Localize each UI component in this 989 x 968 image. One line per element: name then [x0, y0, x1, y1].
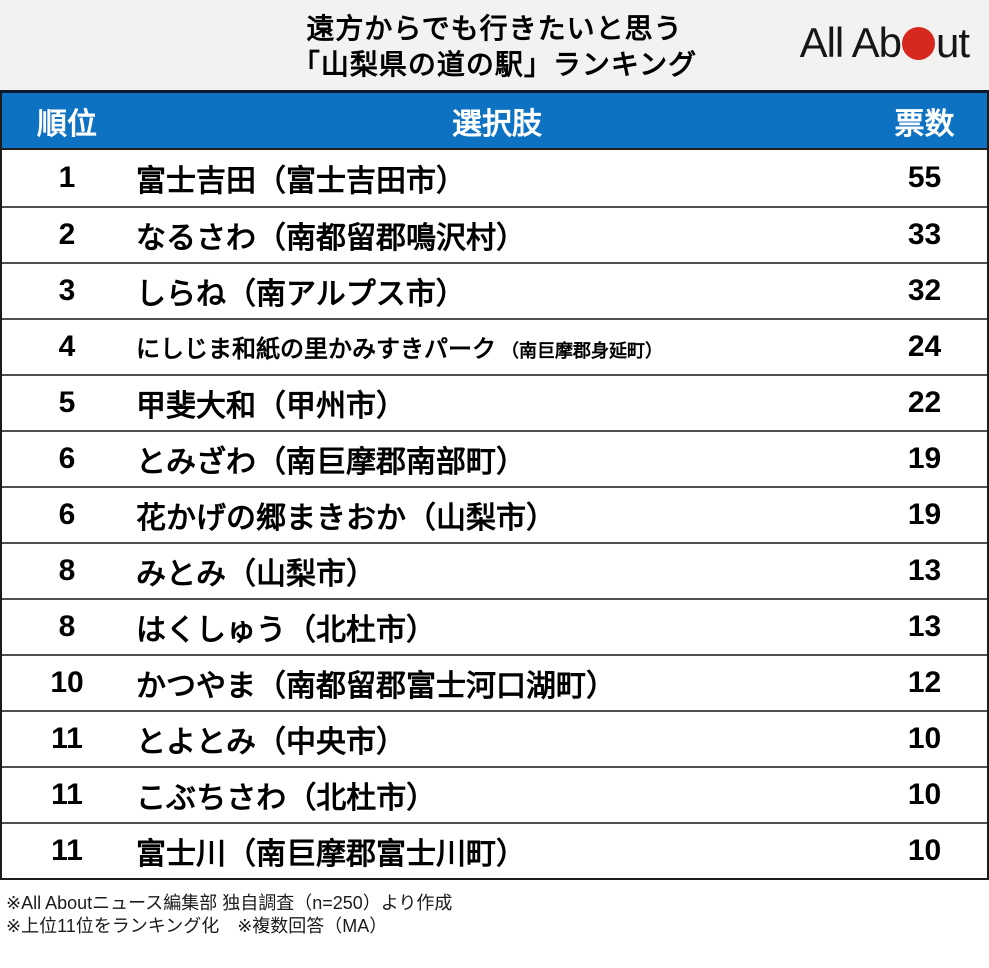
station-location: （南アルプス市） [226, 278, 466, 311]
choice-cell: みとみ（山梨市） [132, 549, 862, 593]
logo-text-after: ut [935, 19, 970, 66]
footer-notes: ※All Aboutニュース編集部 独自調査（n=250）より作成 ※上位11位… [0, 880, 989, 938]
station-location: （山梨市） [226, 558, 376, 591]
rank-cell: 11 [51, 834, 83, 867]
table-row: 10 かつやま（南都留郡富士河口湖町） 12 [2, 654, 987, 710]
station-name: 甲斐大和 [136, 390, 256, 423]
choice-cell: かつやま（南都留郡富士河口湖町） [132, 661, 862, 705]
station-location: （北杜市） [286, 782, 437, 815]
choice-cell: とよとみ（中央市） [132, 717, 862, 761]
station-location: （南都留郡鳴沢村） [256, 222, 526, 255]
station-name: にしじま和紙の里かみすきパーク [136, 336, 496, 363]
station-location: （南巨摩郡身延町） [501, 341, 663, 361]
table-row: 6 とみざわ（南巨摩郡南部町） 19 [2, 430, 987, 486]
votes-cell: 19 [907, 498, 942, 531]
station-name: かつやま [136, 670, 256, 703]
station-name: 富士川 [136, 838, 226, 871]
votes-cell: 10 [907, 778, 942, 811]
station-location: （中央市） [256, 726, 406, 759]
rank-cell: 2 [58, 218, 76, 251]
rank-cell: 6 [58, 442, 76, 475]
page-title-line1: 遠方からでも行きたいと思う [306, 13, 683, 44]
table-row: 11 こぶちさわ（北杜市） 10 [2, 766, 987, 822]
footer-note-method: ※上位11位をランキング化 ※複数回答（MA） [6, 916, 388, 936]
logo-red-circle-icon [901, 27, 935, 60]
table-row: 3 しらね（南アルプス市） 32 [2, 262, 987, 318]
choice-cell: 花かげの郷まきおか（山梨市） [132, 493, 862, 537]
title-area: 遠方からでも行きたいと思う 「山梨県の道の駅」ランキング All Ab ut [0, 0, 989, 90]
table-row: 11 とよとみ（中央市） 10 [2, 710, 987, 766]
page-title-line2: 「山梨県の道の駅」ランキング [291, 49, 698, 80]
choice-cell: しらね（南アルプス市） [132, 269, 862, 313]
station-name: はくしゅう [136, 614, 286, 647]
choice-cell: はくしゅう（北杜市） [132, 605, 862, 649]
choice-cell: 甲斐大和（甲州市） [132, 381, 862, 425]
votes-cell: 55 [907, 161, 942, 194]
table-body: 1 富士吉田（富士吉田市） 55 2 なるさわ（南都留郡鳴沢村） 33 3 しら… [2, 150, 987, 878]
choice-cell: にしじま和紙の里かみすきパーク （南巨摩郡身延町） [132, 329, 862, 365]
votes-cell: 32 [907, 274, 942, 307]
station-location: （南都留郡富士河口湖町） [256, 670, 616, 703]
votes-cell: 10 [907, 834, 942, 867]
station-name: とよとみ [136, 726, 256, 759]
choice-cell: 富士吉田（富士吉田市） [132, 156, 862, 200]
column-header-rank: 順位 [37, 107, 97, 141]
table-row: 4 にしじま和紙の里かみすきパーク （南巨摩郡身延町） 24 [2, 318, 987, 374]
rank-cell: 8 [58, 610, 76, 643]
choice-cell: 富士川（南巨摩郡富士川町） [132, 829, 862, 873]
choice-cell: こぶちさわ（北杜市） [132, 773, 862, 817]
station-name: とみざわ [136, 446, 256, 479]
station-location: （南巨摩郡富士川町） [226, 838, 526, 871]
votes-cell: 12 [907, 666, 942, 699]
rank-cell: 1 [58, 161, 76, 194]
votes-cell: 10 [907, 722, 942, 755]
choice-cell: とみざわ（南巨摩郡南部町） [132, 437, 862, 481]
rank-cell: 11 [51, 778, 83, 811]
table-header-row: 順位 選択肢 票数 [2, 93, 987, 150]
rank-cell: 6 [58, 498, 76, 531]
table-row: 8 はくしゅう（北杜市） 13 [2, 598, 987, 654]
header-divider [0, 90, 989, 93]
station-location: （山梨市） [406, 502, 556, 535]
table-row: 2 なるさわ（南都留郡鳴沢村） 33 [2, 206, 987, 262]
station-location: （甲州市） [256, 390, 406, 423]
votes-cell: 13 [907, 554, 942, 587]
choice-cell: なるさわ（南都留郡鳴沢村） [132, 213, 862, 257]
station-location: （富士吉田市） [256, 165, 466, 198]
station-name: しらね [136, 278, 226, 311]
station-name: なるさわ [136, 222, 256, 255]
column-header-choice: 選択肢 [452, 107, 542, 141]
logo-text-before: All Ab [799, 19, 902, 66]
station-name: 富士吉田 [136, 165, 256, 198]
votes-cell: 19 [907, 442, 942, 475]
all-about-logo: All Ab ut [799, 19, 970, 66]
votes-cell: 13 [907, 610, 942, 643]
table-row: 8 みとみ（山梨市） 13 [2, 542, 987, 598]
table-row: 5 甲斐大和（甲州市） 22 [2, 374, 987, 430]
table-row: 11 富士川（南巨摩郡富士川町） 10 [2, 822, 987, 878]
ranking-table: 順位 選択肢 票数 1 富士吉田（富士吉田市） 55 2 なるさわ（南都留郡鳴沢… [0, 93, 989, 880]
station-name: みとみ [136, 558, 226, 591]
votes-cell: 33 [907, 218, 942, 251]
page-title: 遠方からでも行きたいと思う 「山梨県の道の駅」ランキング [0, 0, 989, 83]
station-location: （南巨摩郡南部町） [256, 446, 526, 479]
station-location: （北杜市） [286, 614, 436, 647]
station-name: 花かげの郷まきおか [136, 502, 406, 535]
rank-cell: 10 [50, 666, 84, 699]
votes-cell: 24 [907, 330, 942, 363]
station-name: こぶちさわ [136, 782, 287, 815]
rank-cell: 11 [51, 722, 83, 755]
footer-note-survey: ※All Aboutニュース編集部 独自調査（n=250）より作成 [6, 893, 453, 913]
votes-cell: 22 [907, 386, 942, 419]
table-row: 6 花かげの郷まきおか（山梨市） 19 [2, 486, 987, 542]
rank-cell: 3 [58, 274, 76, 307]
rank-cell: 4 [58, 330, 76, 363]
table-row: 1 富士吉田（富士吉田市） 55 [2, 150, 987, 206]
column-header-votes: 票数 [894, 107, 955, 141]
rank-cell: 8 [58, 554, 76, 587]
rank-cell: 5 [58, 386, 76, 419]
